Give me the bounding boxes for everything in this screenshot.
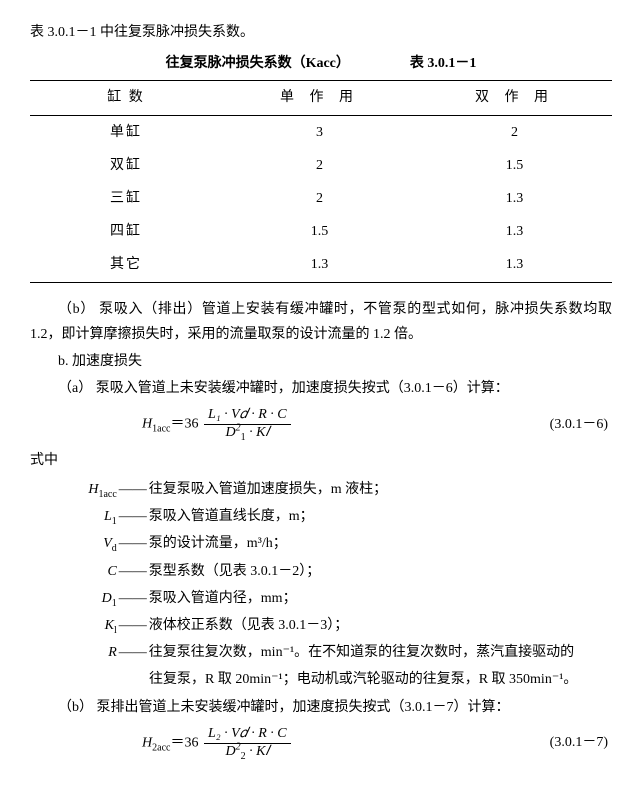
cell: 1.5 (222, 215, 417, 248)
eq2-den-rest: · K𝑙 (246, 744, 269, 759)
def-row: H1acc——往复泵吸入管道加速度损失，m 液柱； (72, 477, 612, 502)
def-dash: —— (117, 477, 149, 502)
def-desc: 泵吸入管道内径，mm； (149, 586, 612, 611)
cell: 3 (222, 115, 417, 149)
eq2-den-base: D (226, 744, 236, 759)
para-b: （b） 泵吸入（排出）管道上安装有缓冲罐时，不管泵的型式如何，脉冲损失系数均取 … (30, 297, 612, 347)
cell: 2 (222, 149, 417, 182)
eq2-denominator: D22 · K𝑙 (204, 744, 291, 761)
def-symbol: Kl (72, 613, 117, 638)
intro-line: 表 3.0.1－1 中往复泵脉冲损失系数。 (30, 20, 612, 45)
para-a: （a） 泵吸入管道上未安装缓冲罐时，加速度损失按式（3.0.1－6）计算： (30, 376, 612, 401)
def-dash: —— (117, 531, 149, 556)
def-row: C——泵型系数（见表 3.0.1－2）； (72, 559, 612, 584)
def-symbol: C (72, 559, 117, 584)
para-b2: （b） 泵排出管道上未安装缓冲罐时，加速度损失按式（3.0.1－7）计算： (30, 695, 612, 720)
cell: 1.3 (222, 248, 417, 282)
eq1-den-base: D (226, 425, 236, 440)
table-body: 单缸32 双缸21.5 三缸21.3 四缸1.51.3 其它1.31.3 (30, 115, 612, 282)
def-row: R——往复泵往复次数，min⁻¹。在不知道泵的往复次数时，蒸汽直接驱动的 (72, 640, 612, 665)
eq2-fraction: L₂ · V𝑑 · R · C D22 · K𝑙 (204, 726, 291, 761)
def-symbol: L1 (72, 504, 117, 529)
table-title-row: 往复泵脉冲损失系数（Kacc） 表 3.0.1－1 (30, 51, 612, 76)
eq1-coef: ＝36 (170, 417, 198, 432)
eq2-lhs-sub: 2acc (152, 742, 170, 753)
coefficient-table: 缸 数 单 作 用 双 作 用 单缸32 双缸21.5 三缸21.3 四缸1.5… (30, 80, 612, 282)
cell: 2 (222, 182, 417, 215)
def-desc: 泵的设计流量，m³/h； (149, 531, 612, 556)
table-row: 双缸21.5 (30, 149, 612, 182)
def-symbol: D1 (72, 586, 117, 611)
eq1-lhs: H (142, 417, 152, 432)
eq1-denominator: D21 · K𝑙 (204, 425, 291, 442)
def-desc: 液体校正系数（见表 3.0.1－3）； (149, 613, 612, 638)
eq1-numerator: L₁ · V𝑑 · R · C (204, 407, 291, 425)
eq2-numerator: L₂ · V𝑑 · R · C (204, 726, 291, 744)
cell: 2 (417, 115, 612, 149)
def-desc: 泵型系数（见表 3.0.1－2）； (149, 559, 612, 584)
equation-1: H1acc＝36 L₁ · V𝑑 · R · C D21 · K𝑙 (30, 407, 550, 442)
eq1-lhs-sub: 1acc (152, 424, 170, 435)
th-single-acting: 单 作 用 (222, 81, 417, 115)
eq1-den-rest: · K𝑙 (246, 425, 269, 440)
table-row: 单缸32 (30, 115, 612, 149)
table-row: 三缸21.3 (30, 182, 612, 215)
equation-2-number: (3.0.1－7) (550, 730, 612, 755)
heading-b: b. 加速度损失 (30, 349, 612, 374)
equation-2: H2acc＝36 L₂ · V𝑑 · R · C D22 · K𝑙 (30, 726, 550, 761)
def-dash: —— (117, 559, 149, 584)
def-desc-continuation: 往复泵，R 取 20min⁻¹；电动机或汽轮驱动的往复泵，R 取 350min⁻… (149, 667, 612, 692)
def-dash: —— (117, 613, 149, 638)
equation-1-number: (3.0.1－6) (550, 412, 612, 437)
cell: 1.3 (417, 182, 612, 215)
def-symbol: Vd (72, 531, 117, 556)
def-desc: 泵吸入管道直线长度，m； (149, 504, 612, 529)
eq2-lhs: H (142, 735, 152, 750)
table-number: 表 3.0.1－1 (410, 51, 477, 76)
def-symbol: H1acc (72, 477, 117, 502)
cell: 单缸 (30, 115, 222, 149)
th-cylinders: 缸 数 (30, 81, 222, 115)
equation-1-row: H1acc＝36 L₁ · V𝑑 · R · C D21 · K𝑙 (3.0.1… (30, 407, 612, 442)
cell: 1.5 (417, 149, 612, 182)
def-row: L1——泵吸入管道直线长度，m； (72, 504, 612, 529)
cell: 四缸 (30, 215, 222, 248)
th-double-acting: 双 作 用 (417, 81, 612, 115)
table-title: 往复泵脉冲损失系数（Kacc） (166, 51, 350, 76)
def-dash: —— (117, 586, 149, 611)
def-row: Vd——泵的设计流量，m³/h； (72, 531, 612, 556)
table-row: 其它1.31.3 (30, 248, 612, 282)
cell: 双缸 (30, 149, 222, 182)
def-dash: —— (117, 504, 149, 529)
def-symbol: R (72, 640, 117, 665)
table-header-row: 缸 数 单 作 用 双 作 用 (30, 81, 612, 115)
eq2-coef: ＝36 (170, 735, 198, 750)
def-row: D1——泵吸入管道内径，mm； (72, 586, 612, 611)
equation-2-row: H2acc＝36 L₂ · V𝑑 · R · C D22 · K𝑙 (3.0.1… (30, 726, 612, 761)
def-desc: 往复泵往复次数，min⁻¹。在不知道泵的往复次数时，蒸汽直接驱动的 (149, 640, 612, 665)
table-row: 四缸1.51.3 (30, 215, 612, 248)
where-label: 式中 (30, 448, 612, 473)
cell: 其它 (30, 248, 222, 282)
definition-list: H1acc——往复泵吸入管道加速度损失，m 液柱； L1——泵吸入管道直线长度，… (72, 477, 612, 693)
cell: 1.3 (417, 215, 612, 248)
cell: 1.3 (417, 248, 612, 282)
def-row: Kl——液体校正系数（见表 3.0.1－3）； (72, 613, 612, 638)
cell: 三缸 (30, 182, 222, 215)
def-dash: —— (117, 640, 149, 665)
def-desc: 往复泵吸入管道加速度损失，m 液柱； (149, 477, 612, 502)
eq1-fraction: L₁ · V𝑑 · R · C D21 · K𝑙 (204, 407, 291, 442)
